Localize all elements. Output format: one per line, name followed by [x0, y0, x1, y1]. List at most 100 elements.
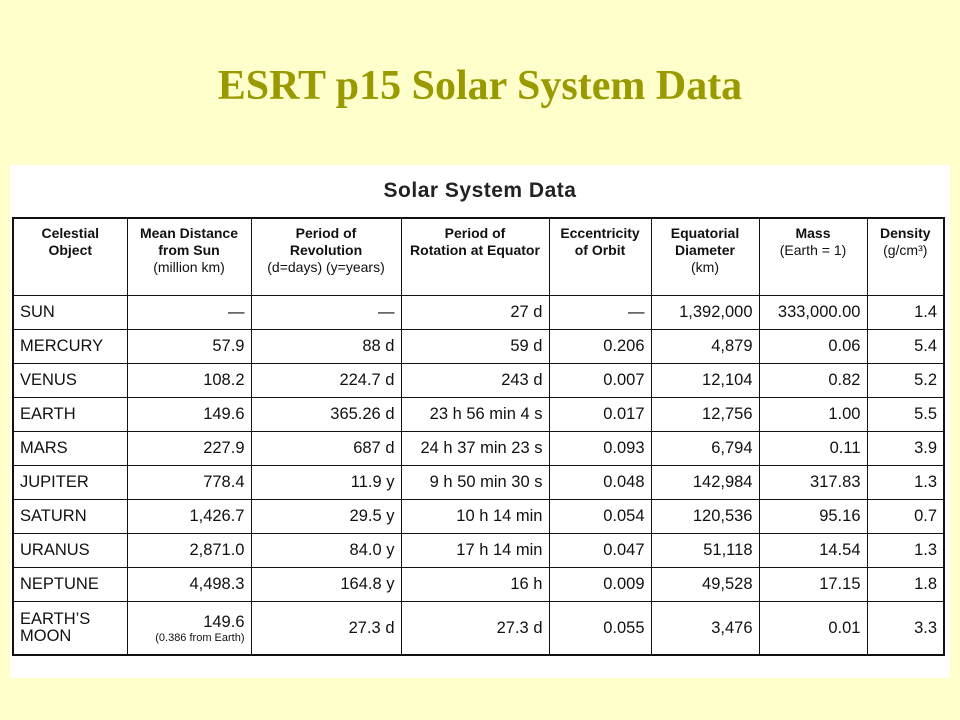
header-cell: Period of Revolution (d=days) (y=years) — [250, 217, 402, 296]
header-title: Equatorial — [670, 225, 740, 241]
table-cell: 243 d — [400, 363, 550, 398]
table-cell: 0.048 — [548, 465, 652, 500]
table-cell: 120,536 — [650, 499, 760, 534]
table-cell: 51,118 — [650, 533, 760, 568]
table-cell: 16 h — [400, 567, 550, 602]
slide-title: ESRT p15 Solar System Data — [217, 63, 743, 109]
table-cell: 1.4 — [866, 295, 945, 330]
table-cell: 27 d — [400, 295, 550, 330]
header-cell: Mass (Earth = 1) — [758, 217, 868, 296]
table-cell: 4,879 — [650, 329, 760, 364]
header-title: of Orbit — [574, 242, 626, 258]
table-cell: 17.15 — [758, 567, 868, 602]
header-title: Rotation at Equator — [410, 242, 540, 258]
table-cell: 1,392,000 — [650, 295, 760, 330]
object-name: SATURN — [12, 499, 128, 534]
table-cell: 0.206 — [548, 329, 652, 364]
table-cell: 23 h 56 min 4 s — [400, 397, 550, 432]
table-cell: 1.3 — [866, 465, 945, 500]
table-cell: 5.5 — [866, 397, 945, 432]
table-cell: 3.9 — [866, 431, 945, 466]
table-row: MERCURY 57.9 88 d 59 d 0.206 4,879 0.06 5.4 — [12, 329, 945, 364]
table-cell: 5.4 — [866, 329, 945, 364]
table-cell: 1,426.7 — [126, 499, 252, 534]
table-cell: 2,871.0 — [126, 533, 252, 568]
object-name: MERCURY — [12, 329, 128, 364]
table-cell: 29.5 y — [250, 499, 402, 534]
table-row: EARTH 149.6 365.26 d 23 h 56 min 4 s 0.017 12… — [12, 397, 945, 432]
table-cell: 27.3 d — [250, 601, 402, 656]
table-cell: 14.54 — [758, 533, 868, 568]
table-cell: 0.017 — [548, 397, 652, 432]
table-cell: 142,984 — [650, 465, 760, 500]
table-cell: 57.9 — [126, 329, 252, 364]
table-cell: 0.11 — [758, 431, 868, 466]
table-cell: — — [126, 295, 252, 330]
table-cell: 0.047 — [548, 533, 652, 568]
header-title: Eccentricity — [560, 225, 640, 241]
table-cell: 27.3 d — [400, 601, 550, 656]
table-cell: 1.00 — [758, 397, 868, 432]
header-title: Density — [879, 225, 931, 241]
header-title: Period of — [444, 225, 506, 241]
object-name: NEPTUNE — [12, 567, 128, 602]
table-cell: 0.01 — [758, 601, 868, 656]
header-title: from Sun — [158, 242, 220, 258]
table-cell: — — [548, 295, 652, 330]
table-cell: 17 h 14 min — [400, 533, 550, 568]
header-title: Mean Distance — [139, 225, 239, 241]
table-cell: 224.7 d — [250, 363, 402, 398]
table-row: SATURN 1,426.7 29.5 y 10 h 14 min 0.054 120,5… — [12, 499, 945, 534]
table-cell: 227.9 — [126, 431, 252, 466]
header-cell: Eccentricity of Orbit — [548, 217, 652, 296]
header-title: Object — [48, 242, 93, 258]
table-cell: 10 h 14 min — [400, 499, 550, 534]
table-cell: 4,498.3 — [126, 567, 252, 602]
object-name: SUN — [12, 295, 128, 330]
header-unit: (million km) — [153, 259, 225, 275]
table-cell: 88 d — [250, 329, 402, 364]
table-cell: 0.82 — [758, 363, 868, 398]
cell-note: (0.386 from Earth) — [155, 631, 245, 644]
table-cell: 0.055 — [548, 601, 652, 656]
table-cell: 9 h 50 min 30 s — [400, 465, 550, 500]
table-cell: 3,476 — [650, 601, 760, 656]
table-cell: 0.007 — [548, 363, 652, 398]
table-cell: 59 d — [400, 329, 550, 364]
header-title: Revolution — [289, 242, 363, 258]
header-title: Mass — [795, 225, 831, 241]
object-name: URANUS — [12, 533, 128, 568]
header-cell: Equatorial Diameter (km) — [650, 217, 760, 296]
header-cell: Density (g/cm³) — [866, 217, 945, 296]
table-cell: 0.009 — [548, 567, 652, 602]
header-title: Period of — [295, 225, 357, 241]
header-row: Celestial Object Mean Distance from Sun (mil… — [12, 217, 945, 296]
table-row: VENUS 108.2 224.7 d 243 d 0.007 12,104 0.82 5.2 — [12, 363, 945, 398]
table-cell: 164.8 y — [250, 567, 402, 602]
table-image: Solar System Data Celestial Object Mean Di… — [10, 165, 950, 678]
table-cell: 687 d — [250, 431, 402, 466]
table-cell: — — [250, 295, 402, 330]
table-cell: 0.7 — [866, 499, 945, 534]
table-cell: 333,000.00 — [758, 295, 868, 330]
table-row: MARS 227.9 687 d 24 h 37 min 23 s 0.093 6,794… — [12, 431, 945, 466]
table-cell: 11.9 y — [250, 465, 402, 500]
table-row: SUN — —27 d —1,392,000 333,000.00 1.4 — [12, 295, 945, 330]
table-cell: 95.16 — [758, 499, 868, 534]
table-cell: 149.6 — [126, 397, 252, 432]
header-cell: Period of Rotation at Equator — [400, 217, 550, 296]
table-cell: 365.26 d — [250, 397, 402, 432]
data-table: Celestial Object Mean Distance from Sun (mil… — [12, 217, 945, 656]
header-cell: Mean Distance from Sun (million km) — [126, 217, 252, 296]
table-cell: 0.06 — [758, 329, 868, 364]
header-title: Diameter — [675, 242, 735, 258]
table-body: SUN — —27 d —1,392,000 333,000.00 1.4 MERCURY 5… — [12, 295, 945, 656]
table-cell: 24 h 37 min 23 s — [400, 431, 550, 466]
object-name: EARTH — [12, 397, 128, 432]
table-cell: 5.2 — [866, 363, 945, 398]
table-caption: Solar System Data — [383, 179, 577, 202]
table-cell: 12,104 — [650, 363, 760, 398]
header-unit: (Earth = 1) — [779, 242, 847, 258]
